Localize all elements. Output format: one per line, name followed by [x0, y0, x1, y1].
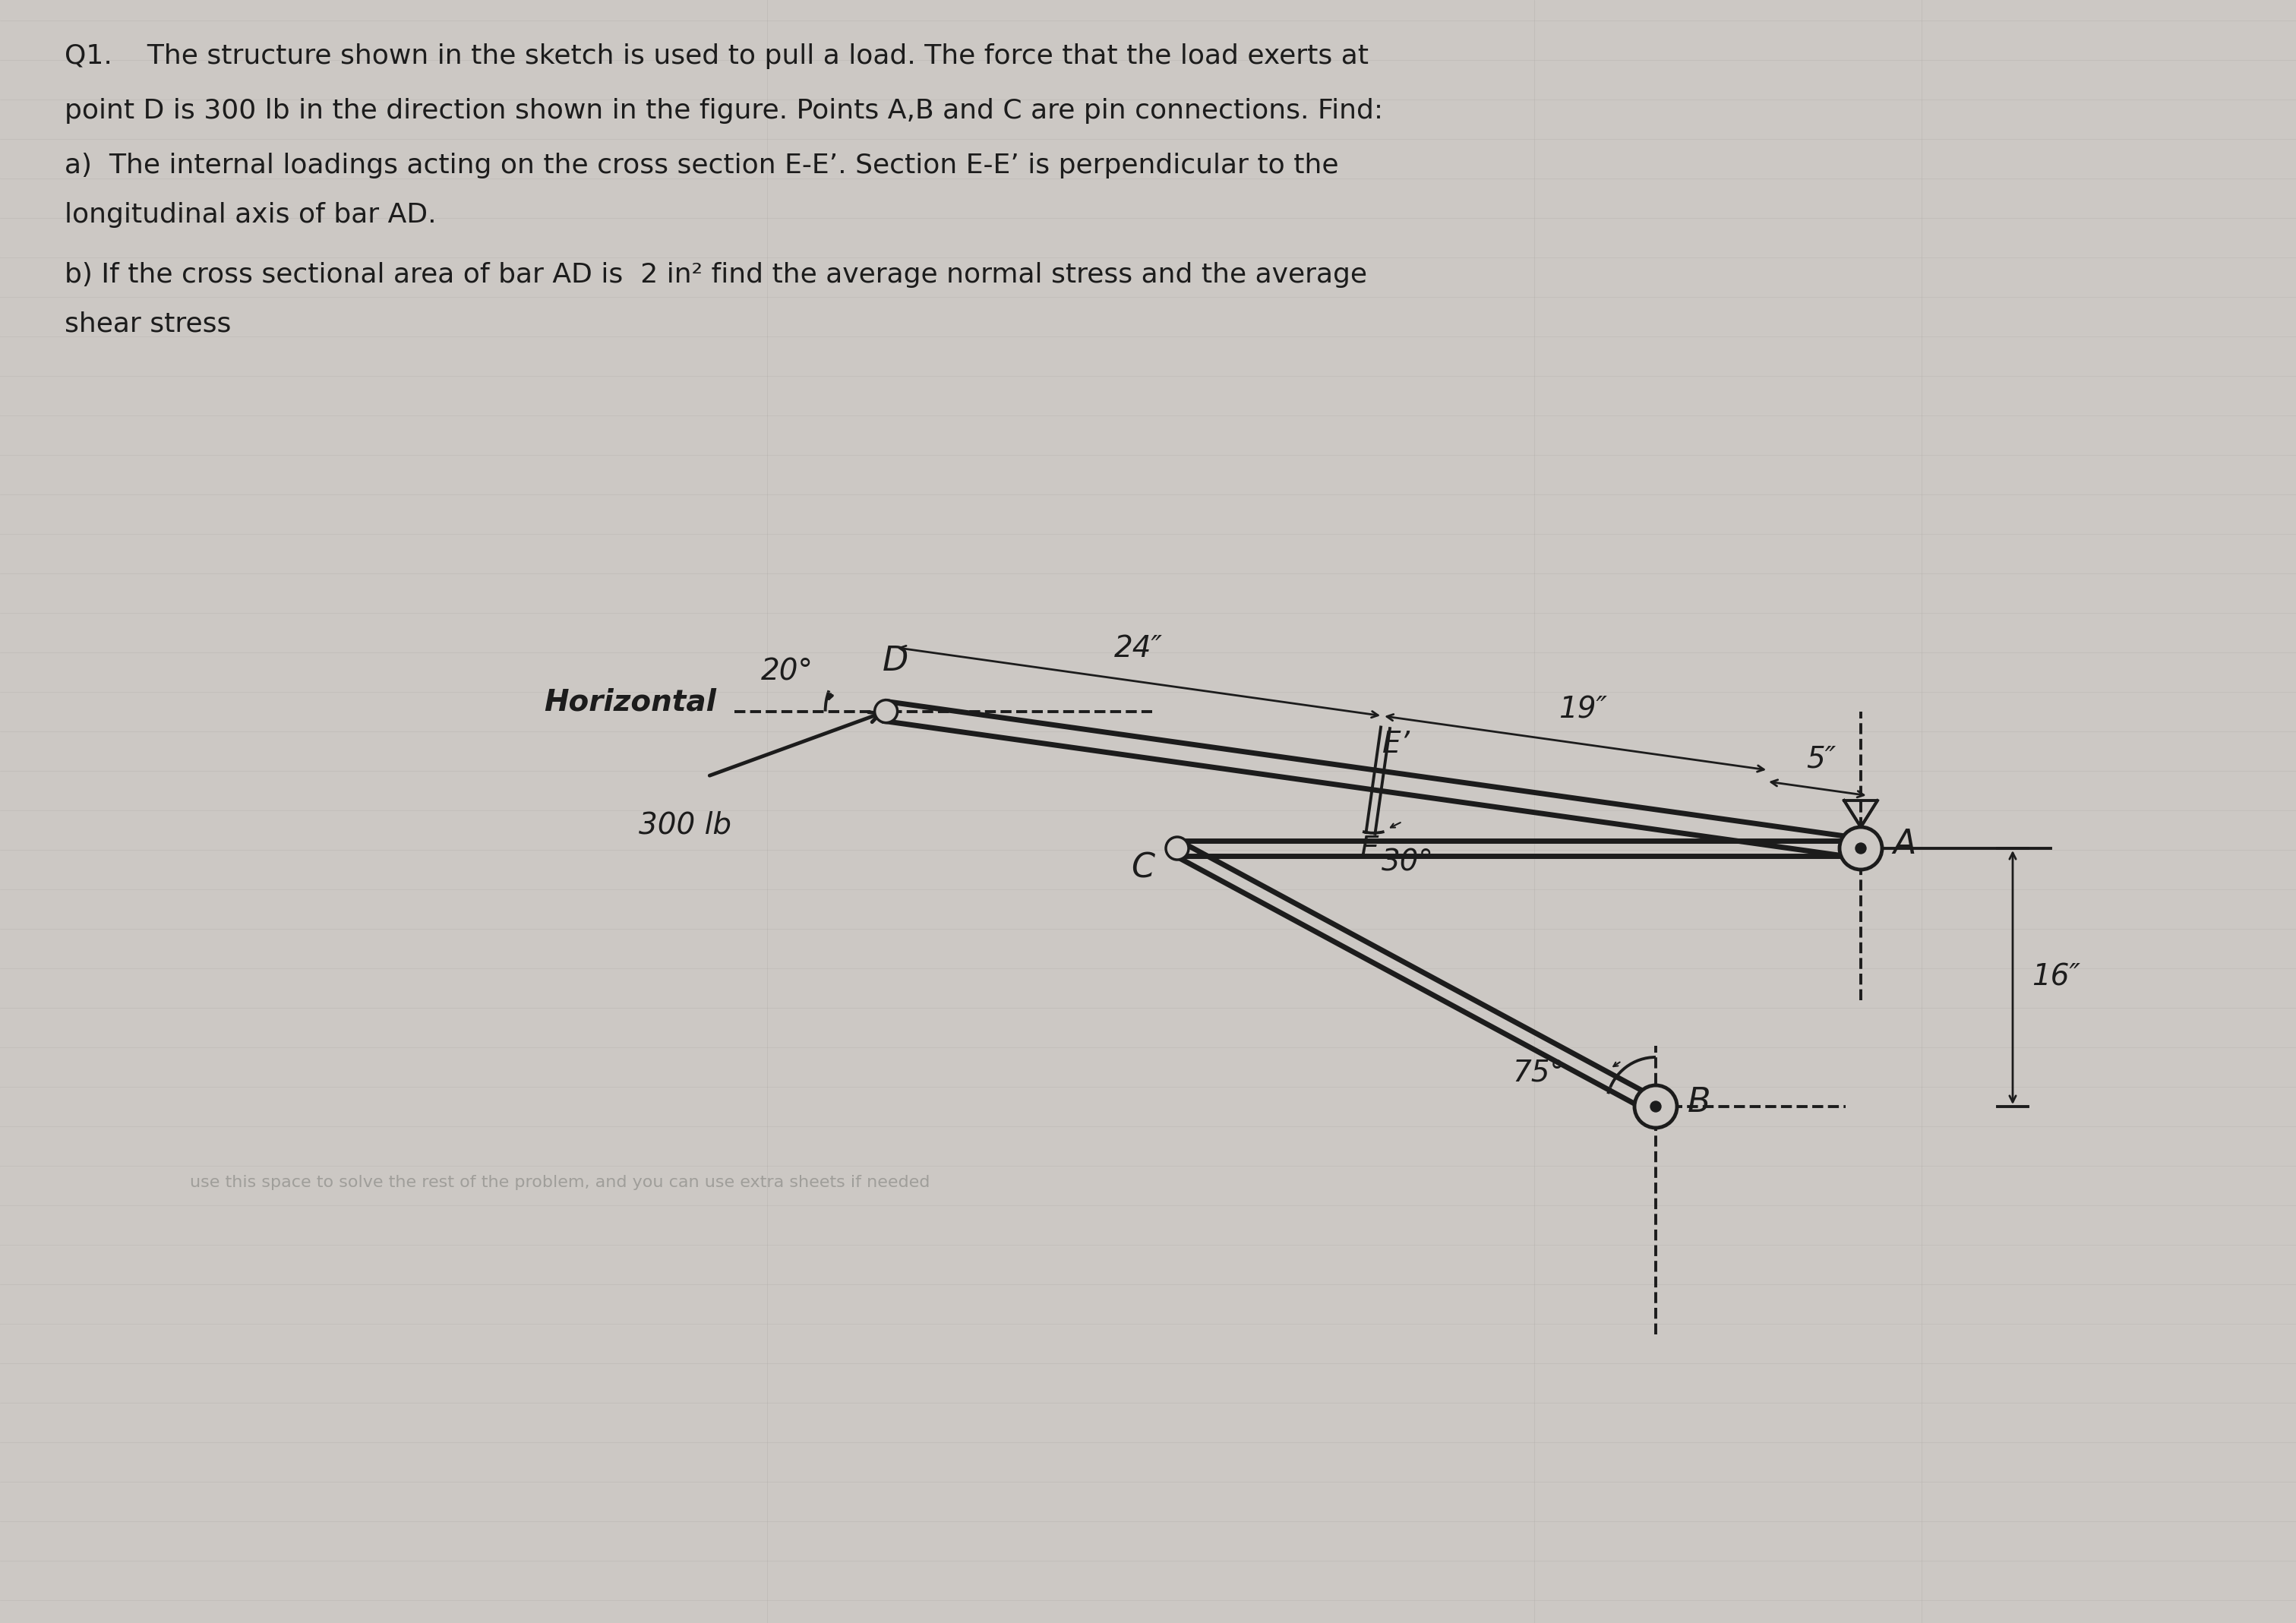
Circle shape [1635, 1086, 1676, 1128]
Text: shear stress: shear stress [64, 312, 232, 338]
Text: point D is 300 lb in the direction shown in the figure. Points A,B and C are pin: point D is 300 lb in the direction shown… [64, 97, 1382, 123]
Circle shape [1166, 837, 1189, 860]
Text: b) If the cross sectional area of bar AD is  2 in² find the average normal stres: b) If the cross sectional area of bar AD… [64, 261, 1366, 287]
Text: 300 lb: 300 lb [638, 810, 730, 839]
Text: B: B [1688, 1086, 1711, 1120]
Text: 5″: 5″ [1807, 745, 1837, 774]
Text: Q1.    The structure shown in the sketch is used to pull a load. The force that : Q1. The structure shown in the sketch is… [64, 44, 1368, 70]
Text: 20°: 20° [760, 657, 813, 687]
Text: 75°: 75° [1513, 1058, 1564, 1087]
Text: a)  The internal loadings acting on the cross section E-E’. Section E-E’ is perp: a) The internal loadings acting on the c… [64, 153, 1339, 179]
Text: 24″: 24″ [1114, 635, 1164, 662]
Circle shape [1855, 842, 1867, 854]
Text: Horizontal: Horizontal [544, 688, 716, 717]
Text: E: E [1359, 834, 1380, 863]
Text: use this space to solve the rest of the problem, and you can use extra sheets if: use this space to solve the rest of the … [191, 1175, 930, 1190]
Text: D: D [882, 644, 909, 677]
Circle shape [1651, 1102, 1660, 1112]
Circle shape [875, 700, 898, 722]
Text: longitudinal axis of bar AD.: longitudinal axis of bar AD. [64, 201, 436, 227]
Text: 30°: 30° [1382, 849, 1433, 876]
Text: A: A [1892, 828, 1915, 860]
Text: 16″: 16″ [2032, 962, 2080, 992]
Circle shape [1839, 828, 1883, 870]
Text: C: C [1132, 852, 1155, 885]
Text: E’: E’ [1382, 730, 1410, 758]
Text: 19″: 19″ [1559, 695, 1607, 724]
